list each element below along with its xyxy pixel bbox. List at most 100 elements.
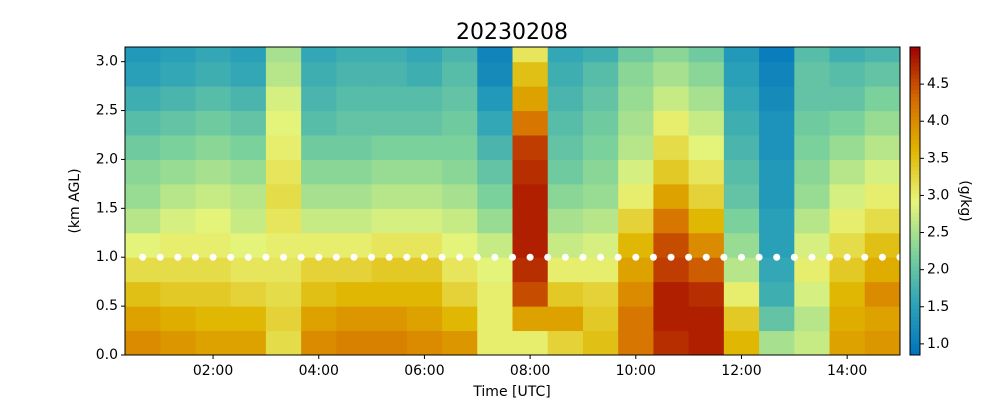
colorbar-segment bbox=[910, 339, 920, 344]
heatmap-cell bbox=[723, 330, 760, 355]
heatmap-cell bbox=[336, 110, 373, 136]
heatmap-cell bbox=[265, 110, 302, 136]
heatmap-cell bbox=[759, 110, 795, 136]
marker bbox=[509, 253, 516, 261]
heatmap-cell bbox=[442, 306, 478, 332]
heatmap-cell bbox=[160, 281, 196, 307]
colorbar-segment bbox=[910, 77, 920, 83]
heatmap-cell bbox=[477, 330, 513, 355]
colorbar-tick-label: 2.5 bbox=[927, 225, 949, 241]
y-tick-label: 1.5 bbox=[96, 200, 118, 216]
colorbar-segment bbox=[910, 170, 920, 175]
colorbar-segment bbox=[910, 254, 920, 260]
y-tick-label: 1.0 bbox=[96, 249, 118, 265]
heatmap-cell bbox=[829, 47, 866, 63]
heatmap-cell bbox=[759, 159, 795, 185]
marker bbox=[702, 253, 710, 261]
heatmap-cell bbox=[653, 306, 690, 332]
heatmap-cell bbox=[794, 208, 831, 234]
heatmap-cell bbox=[829, 135, 866, 160]
heatmap-cell bbox=[794, 183, 831, 209]
heatmap-cell bbox=[265, 159, 302, 185]
heatmap-cell bbox=[230, 306, 267, 332]
colorbar-segment bbox=[910, 189, 920, 194]
colorbar-segment bbox=[910, 278, 920, 283]
heatmap-cell bbox=[759, 61, 795, 87]
heatmap-cell bbox=[406, 232, 443, 258]
heatmap-cell bbox=[582, 135, 619, 160]
heatmap-cell bbox=[265, 330, 302, 355]
heatmap-cell bbox=[512, 257, 549, 283]
heatmap-cell bbox=[829, 61, 866, 87]
heatmap-cell bbox=[301, 183, 337, 209]
heatmap-cell bbox=[406, 47, 443, 63]
heatmap-cell bbox=[125, 306, 161, 332]
heatmap-cell bbox=[160, 61, 196, 87]
colorbar-segment bbox=[910, 331, 920, 337]
heatmap-cell bbox=[336, 183, 373, 209]
colorbar-segment bbox=[910, 316, 920, 321]
heatmap-cell bbox=[829, 183, 866, 209]
heatmap-cell bbox=[829, 159, 866, 185]
colorbar-segment bbox=[910, 174, 920, 179]
heatmap-cell bbox=[371, 86, 408, 112]
colorbar-tick-label: 4.0 bbox=[927, 113, 949, 129]
heatmap-cell bbox=[442, 159, 478, 185]
x-tick-label: 10:00 bbox=[616, 363, 656, 379]
marker bbox=[878, 253, 886, 261]
heatmap-cell bbox=[618, 135, 654, 160]
heatmap-cell bbox=[477, 61, 513, 87]
heatmap-cell bbox=[125, 330, 161, 355]
heatmap-cell bbox=[582, 281, 619, 307]
colorbar-segment bbox=[910, 328, 920, 333]
colorbar-frame bbox=[909, 46, 921, 356]
heatmap-cell bbox=[759, 257, 795, 283]
heatmap-cell bbox=[864, 208, 900, 234]
colorbar-segment bbox=[910, 139, 920, 144]
colorbar-tick-label: 2.0 bbox=[927, 262, 949, 278]
heatmap-cell bbox=[195, 330, 232, 355]
heatmap-cell bbox=[688, 159, 725, 185]
heatmap-cell bbox=[512, 281, 549, 307]
colorbar-segment bbox=[910, 97, 920, 102]
marker bbox=[368, 253, 376, 261]
heatmap-cell bbox=[864, 86, 900, 112]
colorbar-segment bbox=[910, 281, 920, 287]
heatmap-cell bbox=[195, 257, 232, 283]
heatmap-cell bbox=[336, 208, 373, 234]
y-tick-label: 2.5 bbox=[96, 103, 118, 119]
heatmap-cell bbox=[829, 306, 866, 332]
heatmap-cell bbox=[336, 232, 373, 258]
heatmap-cell bbox=[371, 306, 408, 332]
heatmap-cell bbox=[618, 159, 654, 185]
heatmap-cell bbox=[512, 306, 549, 332]
heatmap-cell bbox=[336, 257, 373, 283]
heatmap-cell bbox=[653, 47, 690, 63]
colorbar-segment bbox=[910, 308, 920, 314]
x-tick-label: 06:00 bbox=[404, 363, 444, 379]
heatmap-cell bbox=[547, 306, 584, 332]
colorbar-segment bbox=[910, 104, 920, 110]
marker bbox=[861, 253, 869, 261]
heatmap-cell bbox=[829, 330, 866, 355]
heatmap-cell bbox=[477, 86, 513, 112]
colorbar-segment bbox=[910, 208, 920, 214]
heatmap-cell bbox=[794, 281, 831, 307]
heatmap-cell bbox=[265, 306, 302, 332]
y-axis-label: (km AGL) bbox=[67, 168, 83, 233]
heatmap-cell bbox=[406, 135, 443, 160]
marker bbox=[385, 253, 393, 261]
heatmap-cell bbox=[265, 208, 302, 234]
heatmap-cell bbox=[265, 47, 302, 63]
heatmap-cell bbox=[723, 110, 760, 136]
heatmap-cell bbox=[723, 86, 760, 112]
heatmap-cell bbox=[653, 330, 690, 355]
heatmap-cell bbox=[160, 159, 196, 185]
colorbar-segment bbox=[910, 127, 920, 133]
marker bbox=[826, 253, 834, 261]
heatmap-cell bbox=[723, 183, 760, 209]
colorbar-segment bbox=[910, 193, 920, 198]
heatmap-cell bbox=[160, 208, 196, 234]
x-axis-label: Time [UTC] bbox=[472, 384, 550, 400]
colorbar-tick-label: 4.5 bbox=[927, 76, 949, 92]
